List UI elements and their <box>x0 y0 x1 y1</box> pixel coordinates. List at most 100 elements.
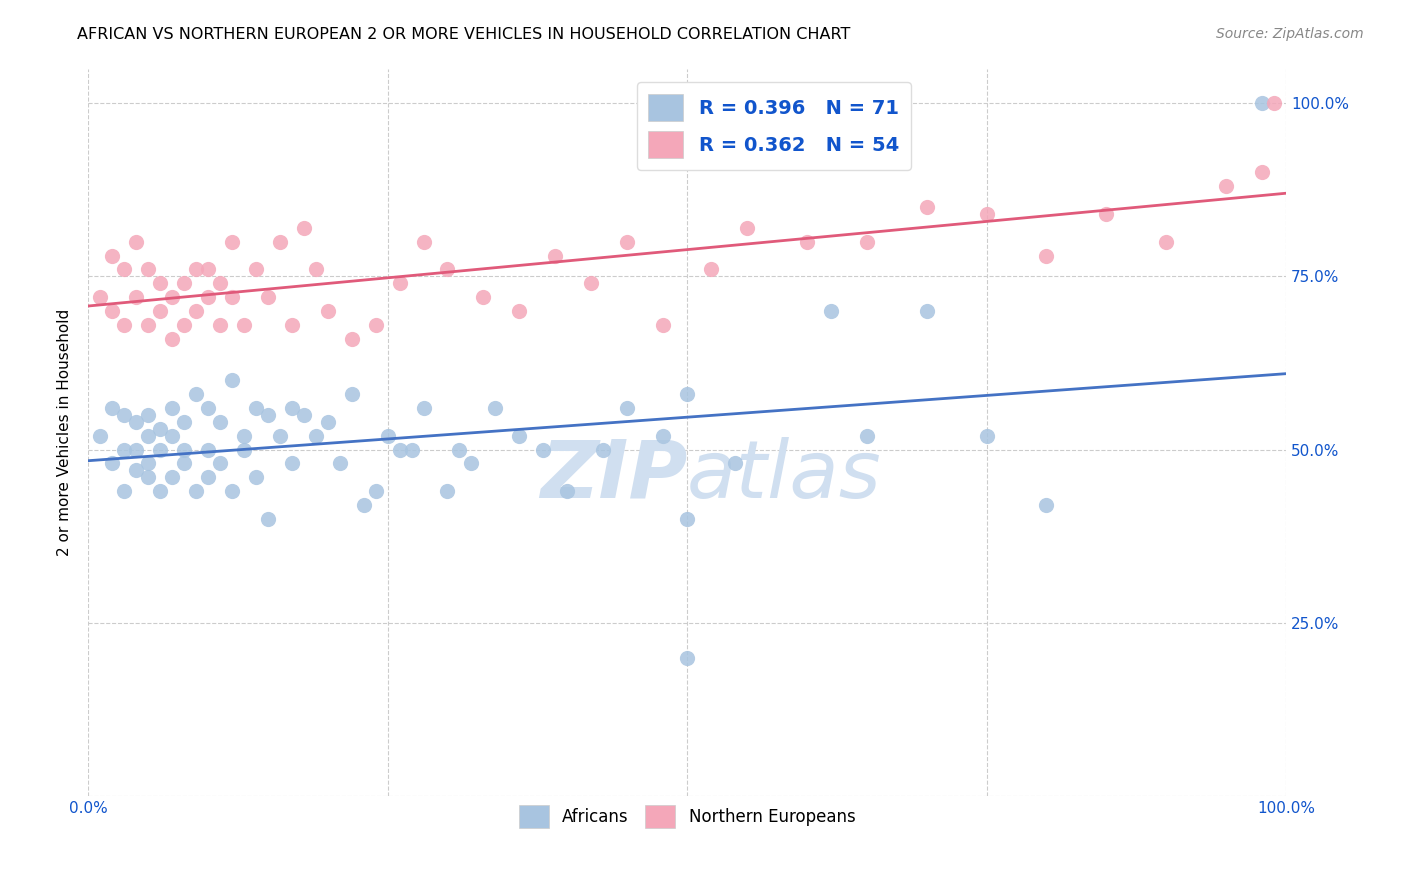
Point <box>508 429 530 443</box>
Point <box>436 484 458 499</box>
Point <box>401 442 423 457</box>
Point <box>197 442 219 457</box>
Point <box>555 484 578 499</box>
Point <box>125 415 148 429</box>
Point <box>364 318 387 332</box>
Point <box>976 429 998 443</box>
Point <box>112 484 135 499</box>
Point <box>136 457 159 471</box>
Point <box>160 401 183 415</box>
Point <box>412 235 434 249</box>
Point <box>173 415 195 429</box>
Point <box>1154 235 1177 249</box>
Legend: Africans, Northern Europeans: Africans, Northern Europeans <box>512 798 862 835</box>
Point <box>796 235 818 249</box>
Point <box>316 415 339 429</box>
Point <box>112 442 135 457</box>
Point <box>89 290 111 304</box>
Point <box>976 207 998 221</box>
Point <box>101 401 124 415</box>
Point <box>412 401 434 415</box>
Point <box>112 408 135 422</box>
Point <box>269 429 291 443</box>
Point <box>915 304 938 318</box>
Point <box>855 429 877 443</box>
Point <box>184 304 207 318</box>
Text: ZIP: ZIP <box>540 437 688 515</box>
Point <box>855 235 877 249</box>
Point <box>1263 96 1285 111</box>
Point <box>676 387 699 401</box>
Point <box>149 442 172 457</box>
Point <box>269 235 291 249</box>
Point <box>173 442 195 457</box>
Point <box>544 249 567 263</box>
Text: atlas: atlas <box>688 437 882 515</box>
Point <box>208 457 231 471</box>
Point <box>184 484 207 499</box>
Point <box>915 200 938 214</box>
Point <box>197 470 219 484</box>
Point <box>1095 207 1118 221</box>
Point <box>256 512 278 526</box>
Point <box>281 318 304 332</box>
Point <box>232 318 254 332</box>
Point <box>173 277 195 291</box>
Text: AFRICAN VS NORTHERN EUROPEAN 2 OR MORE VEHICLES IN HOUSEHOLD CORRELATION CHART: AFRICAN VS NORTHERN EUROPEAN 2 OR MORE V… <box>77 27 851 42</box>
Point <box>472 290 495 304</box>
Point <box>125 235 148 249</box>
Point <box>735 220 758 235</box>
Point <box>221 290 243 304</box>
Point <box>281 457 304 471</box>
Point <box>149 422 172 436</box>
Point <box>460 457 482 471</box>
Point <box>112 318 135 332</box>
Point <box>676 512 699 526</box>
Point <box>1251 96 1274 111</box>
Point <box>160 332 183 346</box>
Point <box>208 277 231 291</box>
Point <box>676 650 699 665</box>
Point <box>101 457 124 471</box>
Point <box>245 262 267 277</box>
Point <box>125 463 148 477</box>
Point <box>592 442 614 457</box>
Point <box>652 318 675 332</box>
Point <box>256 408 278 422</box>
Point <box>484 401 506 415</box>
Point <box>184 387 207 401</box>
Point <box>125 290 148 304</box>
Point <box>232 442 254 457</box>
Point <box>232 429 254 443</box>
Point <box>531 442 554 457</box>
Point <box>616 401 638 415</box>
Point <box>1215 179 1237 194</box>
Point <box>329 457 352 471</box>
Point <box>136 262 159 277</box>
Point <box>377 429 399 443</box>
Point <box>1035 249 1057 263</box>
Point <box>652 429 675 443</box>
Point <box>160 290 183 304</box>
Point <box>820 304 842 318</box>
Point <box>292 220 315 235</box>
Point <box>197 290 219 304</box>
Point <box>101 304 124 318</box>
Point <box>221 373 243 387</box>
Point <box>136 470 159 484</box>
Point <box>388 277 411 291</box>
Point <box>245 401 267 415</box>
Point <box>340 387 363 401</box>
Point <box>305 429 328 443</box>
Point <box>256 290 278 304</box>
Point <box>208 415 231 429</box>
Point <box>173 318 195 332</box>
Point <box>340 332 363 346</box>
Point <box>245 470 267 484</box>
Point <box>136 429 159 443</box>
Point <box>616 235 638 249</box>
Y-axis label: 2 or more Vehicles in Household: 2 or more Vehicles in Household <box>58 309 72 556</box>
Point <box>101 249 124 263</box>
Point <box>581 277 603 291</box>
Point <box>508 304 530 318</box>
